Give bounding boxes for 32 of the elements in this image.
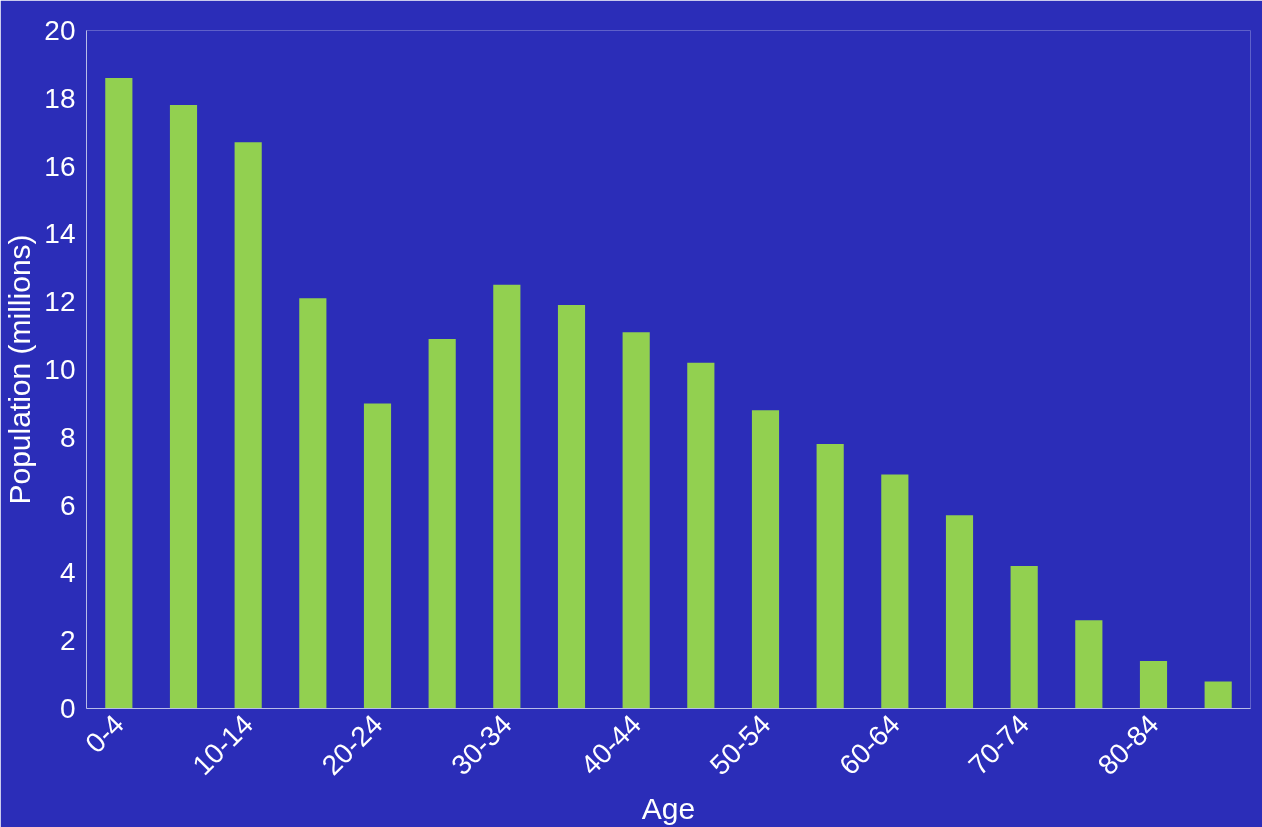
bar (299, 298, 327, 709)
y-tick-label: 8 (59, 421, 76, 453)
y-tick-label: 0 (59, 693, 76, 724)
y-tick-label: 16 (44, 150, 76, 182)
bar (105, 77, 133, 709)
bar (557, 305, 586, 709)
bar (1204, 681, 1232, 709)
y-tick-label: 6 (59, 489, 76, 521)
bar (1010, 566, 1038, 709)
bar (363, 403, 392, 709)
bar (751, 410, 780, 709)
x-axis-title: Age (641, 791, 696, 825)
bar (816, 444, 844, 709)
bar (169, 105, 198, 709)
bar (493, 284, 521, 709)
y-tick-label: 10 (44, 354, 76, 385)
y-tick-label: 2 (59, 625, 76, 657)
bar (622, 332, 650, 709)
y-axis-title: Population (millions) (3, 234, 37, 505)
y-tick-label: 20 (44, 15, 76, 46)
bar (881, 474, 909, 709)
y-tick-label: 18 (44, 82, 76, 114)
bar (428, 338, 456, 709)
y-tick-label: 4 (59, 557, 76, 589)
bar (687, 362, 715, 709)
bar (1075, 620, 1103, 709)
y-tick-label: 12 (44, 286, 76, 318)
y-tick-label: 14 (44, 218, 76, 250)
bar (234, 142, 262, 709)
bar (1139, 661, 1168, 709)
x-tick-label: 0-4 (79, 708, 130, 760)
bar (945, 515, 974, 709)
